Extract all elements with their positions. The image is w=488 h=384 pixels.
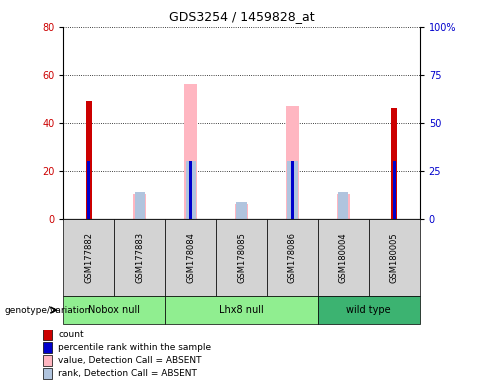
- Bar: [87, 161, 90, 219]
- Bar: [43, 355, 52, 366]
- Bar: [135, 192, 145, 219]
- Text: GSM177882: GSM177882: [84, 232, 93, 283]
- Bar: [235, 204, 248, 219]
- Bar: [133, 194, 146, 219]
- Title: GDS3254 / 1459828_at: GDS3254 / 1459828_at: [169, 10, 314, 23]
- Text: GSM180005: GSM180005: [390, 232, 399, 283]
- Text: Lhx8 null: Lhx8 null: [219, 305, 264, 315]
- Text: count: count: [59, 330, 84, 339]
- Bar: [86, 101, 92, 219]
- Bar: [267, 219, 318, 296]
- Bar: [185, 161, 196, 219]
- Bar: [43, 329, 52, 340]
- Bar: [393, 161, 396, 219]
- Bar: [63, 219, 114, 296]
- Bar: [184, 84, 197, 219]
- Bar: [43, 368, 52, 379]
- Bar: [369, 219, 420, 296]
- Text: GSM180004: GSM180004: [339, 232, 348, 283]
- Bar: [114, 219, 165, 296]
- Bar: [43, 342, 52, 353]
- Text: GSM178085: GSM178085: [237, 232, 246, 283]
- Bar: [338, 192, 348, 219]
- Text: GSM178086: GSM178086: [288, 232, 297, 283]
- Bar: [287, 161, 298, 219]
- Text: Nobox null: Nobox null: [88, 305, 141, 315]
- Bar: [216, 219, 267, 296]
- Bar: [237, 202, 246, 219]
- Bar: [337, 194, 350, 219]
- Bar: [318, 296, 420, 324]
- Bar: [286, 106, 299, 219]
- Text: rank, Detection Call = ABSENT: rank, Detection Call = ABSENT: [59, 369, 197, 378]
- Bar: [391, 108, 397, 219]
- Bar: [189, 161, 192, 219]
- Bar: [165, 219, 216, 296]
- Text: wild type: wild type: [346, 305, 391, 315]
- Bar: [318, 219, 369, 296]
- Bar: [63, 296, 165, 324]
- Text: GSM177883: GSM177883: [135, 232, 144, 283]
- Bar: [165, 296, 318, 324]
- Text: value, Detection Call = ABSENT: value, Detection Call = ABSENT: [59, 356, 202, 365]
- Text: genotype/variation: genotype/variation: [5, 306, 91, 314]
- Text: percentile rank within the sample: percentile rank within the sample: [59, 343, 211, 352]
- Bar: [291, 161, 294, 219]
- Text: GSM178084: GSM178084: [186, 232, 195, 283]
